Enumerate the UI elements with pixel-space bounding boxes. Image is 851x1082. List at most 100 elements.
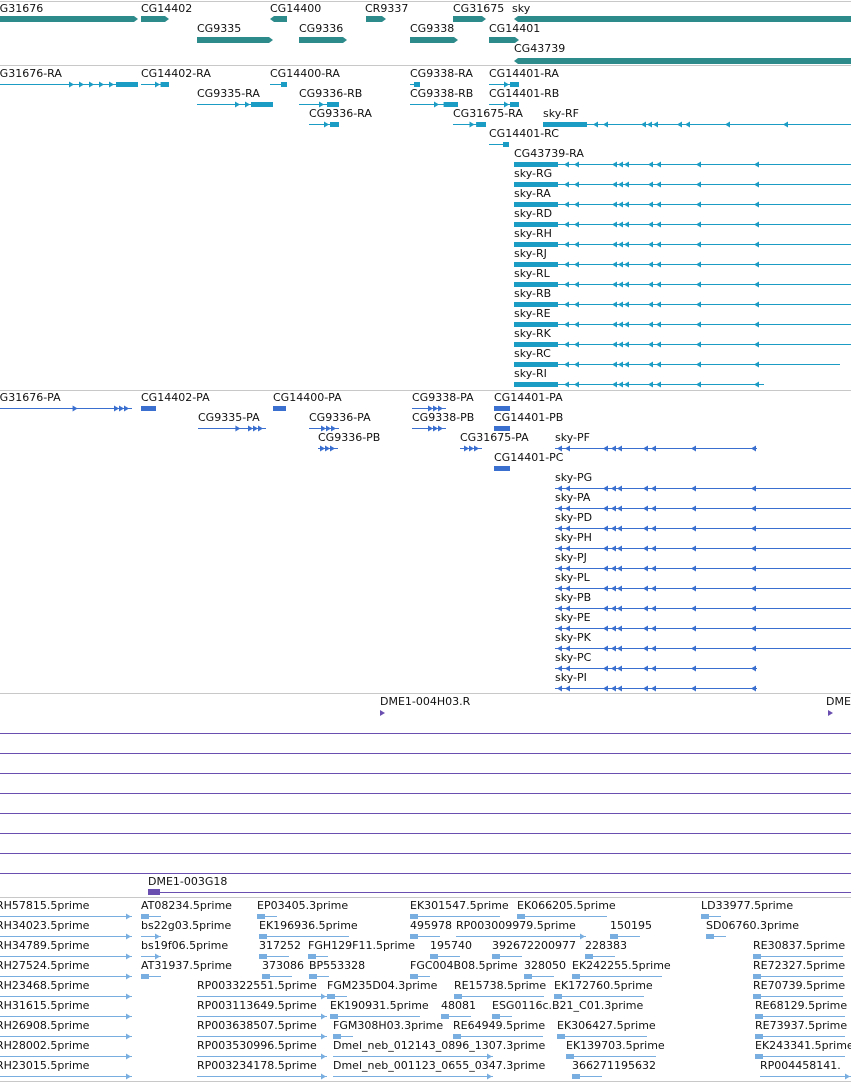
est-label[interactable]: 373086	[262, 959, 304, 972]
est-label[interactable]: RH27524.5prime	[0, 959, 90, 972]
gene-bar[interactable]	[514, 58, 851, 64]
protein-label[interactable]: CG14400-PA	[273, 391, 342, 404]
est-label[interactable]: RP003113649.5prime	[197, 999, 317, 1012]
est-block[interactable]	[259, 934, 267, 939]
protein-label[interactable]: sky-PH	[555, 531, 592, 544]
est-block[interactable]	[753, 954, 761, 959]
exon-block[interactable]	[251, 102, 273, 107]
protein-block[interactable]	[273, 406, 286, 411]
transcript-label[interactable]: CG9335-RA	[197, 87, 260, 100]
clone-label[interactable]: DME1-004H03.R	[380, 695, 471, 708]
est-label[interactable]: RH26908.5prime	[0, 1019, 90, 1032]
est-block[interactable]	[410, 914, 418, 919]
est-block[interactable]	[755, 1014, 763, 1019]
est-block[interactable]	[701, 914, 709, 919]
protein-label[interactable]: CG14401-PC	[494, 451, 564, 464]
est-block[interactable]	[755, 1034, 763, 1039]
transcript-label[interactable]: CG9336-RB	[299, 87, 363, 100]
transcript-label[interactable]: CG43739-RA	[514, 147, 584, 160]
est-label[interactable]: SD06760.3prime	[706, 919, 799, 932]
est-block[interactable]	[141, 974, 149, 979]
exon-block[interactable]	[543, 122, 587, 127]
transcript-label[interactable]: CG31676-RA	[0, 67, 62, 80]
est-label[interactable]: ESG0116c.B21_C01.3prime	[492, 999, 644, 1012]
transcript-label[interactable]: sky-RH	[514, 227, 552, 240]
est-block[interactable]	[309, 974, 317, 979]
protein-label[interactable]: sky-PD	[555, 511, 593, 524]
transcript-label[interactable]: sky-RC	[514, 347, 551, 360]
est-block[interactable]	[453, 1034, 461, 1039]
est-label[interactable]: Dmel_neb_001123_0655_0347.3prime	[333, 1059, 546, 1072]
est-block[interactable]	[755, 1054, 763, 1059]
exon-block[interactable]	[510, 102, 519, 107]
est-block[interactable]	[492, 1014, 500, 1019]
est-block[interactable]	[554, 994, 562, 999]
gene-bar[interactable]	[489, 37, 519, 43]
est-label[interactable]: RH34789.5prime	[0, 939, 90, 952]
protein-label[interactable]: CG14402-PA	[141, 391, 210, 404]
protein-block[interactable]	[141, 406, 156, 411]
gene-bar[interactable]	[453, 16, 486, 22]
gene-bar[interactable]	[514, 16, 851, 22]
protein-label[interactable]: CG9335-PA	[198, 411, 260, 424]
est-label[interactable]: RP003009979.5prime	[456, 919, 576, 932]
est-label[interactable]: bs22g03.5prime	[141, 919, 232, 932]
gene-bar[interactable]	[410, 37, 458, 43]
protein-label[interactable]: sky-PB	[555, 591, 592, 604]
est-label[interactable]: FGM308H03.3prime	[333, 1019, 444, 1032]
est-block[interactable]	[610, 934, 618, 939]
transcript-label[interactable]: CG14401-RB	[489, 87, 560, 100]
transcript-label[interactable]: CG14400-RA	[270, 67, 340, 80]
est-label[interactable]: RE70739.5prime	[753, 979, 846, 992]
gene-bar[interactable]	[299, 37, 347, 43]
exon-block[interactable]	[510, 82, 519, 87]
est-block[interactable]	[492, 954, 500, 959]
gene-label[interactable]: CG14402	[141, 2, 193, 15]
est-block[interactable]	[430, 954, 438, 959]
gene-label[interactable]: sky	[512, 2, 531, 15]
transcript-label[interactable]: CG14401-RA	[489, 67, 559, 80]
exon-block[interactable]	[281, 82, 287, 87]
exon-block[interactable]	[514, 382, 558, 387]
exon-block[interactable]	[116, 82, 138, 87]
exon-block[interactable]	[514, 362, 558, 367]
est-label[interactable]: 392672200977	[492, 939, 576, 952]
transcript-label[interactable]: CG9338-RB	[410, 87, 474, 100]
est-label[interactable]: EK139703.5prime	[566, 1039, 665, 1052]
exon-block[interactable]	[476, 122, 486, 127]
protein-label[interactable]: CG9338-PA	[412, 391, 474, 404]
exon-block[interactable]	[514, 182, 558, 187]
protein-block[interactable]	[494, 406, 510, 411]
est-block[interactable]	[517, 914, 525, 919]
exon-block[interactable]	[443, 102, 458, 107]
protein-label[interactable]: sky-PG	[555, 471, 593, 484]
est-label[interactable]: EP03405.3prime	[257, 899, 349, 912]
exon-block[interactable]	[160, 82, 169, 87]
gene-label[interactable]: CG14401	[489, 22, 541, 35]
gene-bar[interactable]	[366, 16, 386, 22]
est-label[interactable]: 48081	[441, 999, 476, 1012]
est-block[interactable]	[753, 974, 761, 979]
protein-label[interactable]: CG9338-PB	[412, 411, 475, 424]
gene-label[interactable]: CG9336	[299, 22, 344, 35]
est-block[interactable]	[753, 994, 761, 999]
exon-block[interactable]	[503, 142, 509, 147]
protein-label[interactable]: sky-PC	[555, 651, 592, 664]
exon-block[interactable]	[514, 242, 558, 247]
exon-block[interactable]	[514, 282, 558, 287]
exon-block[interactable]	[514, 262, 558, 267]
est-label[interactable]: RE73937.5prime	[755, 1019, 848, 1032]
est-label[interactable]: Dmel_neb_012143_0896_1307.3prime	[333, 1039, 546, 1052]
protein-label[interactable]: sky-PK	[555, 631, 591, 644]
est-block[interactable]	[524, 974, 532, 979]
protein-label[interactable]: sky-PE	[555, 611, 591, 624]
transcript-label[interactable]: sky-RB	[514, 287, 552, 300]
protein-label[interactable]: CG31675-PA	[460, 431, 529, 444]
est-block[interactable]	[141, 914, 149, 919]
gene-label[interactable]: CG14400	[270, 2, 322, 15]
est-label[interactable]: RE72327.5prime	[753, 959, 846, 972]
gene-bar[interactable]	[141, 16, 169, 22]
protein-label[interactable]: sky-PF	[555, 431, 590, 444]
gene-label[interactable]: CR9337	[365, 2, 409, 15]
est-label[interactable]: RH28002.5prime	[0, 1039, 90, 1052]
